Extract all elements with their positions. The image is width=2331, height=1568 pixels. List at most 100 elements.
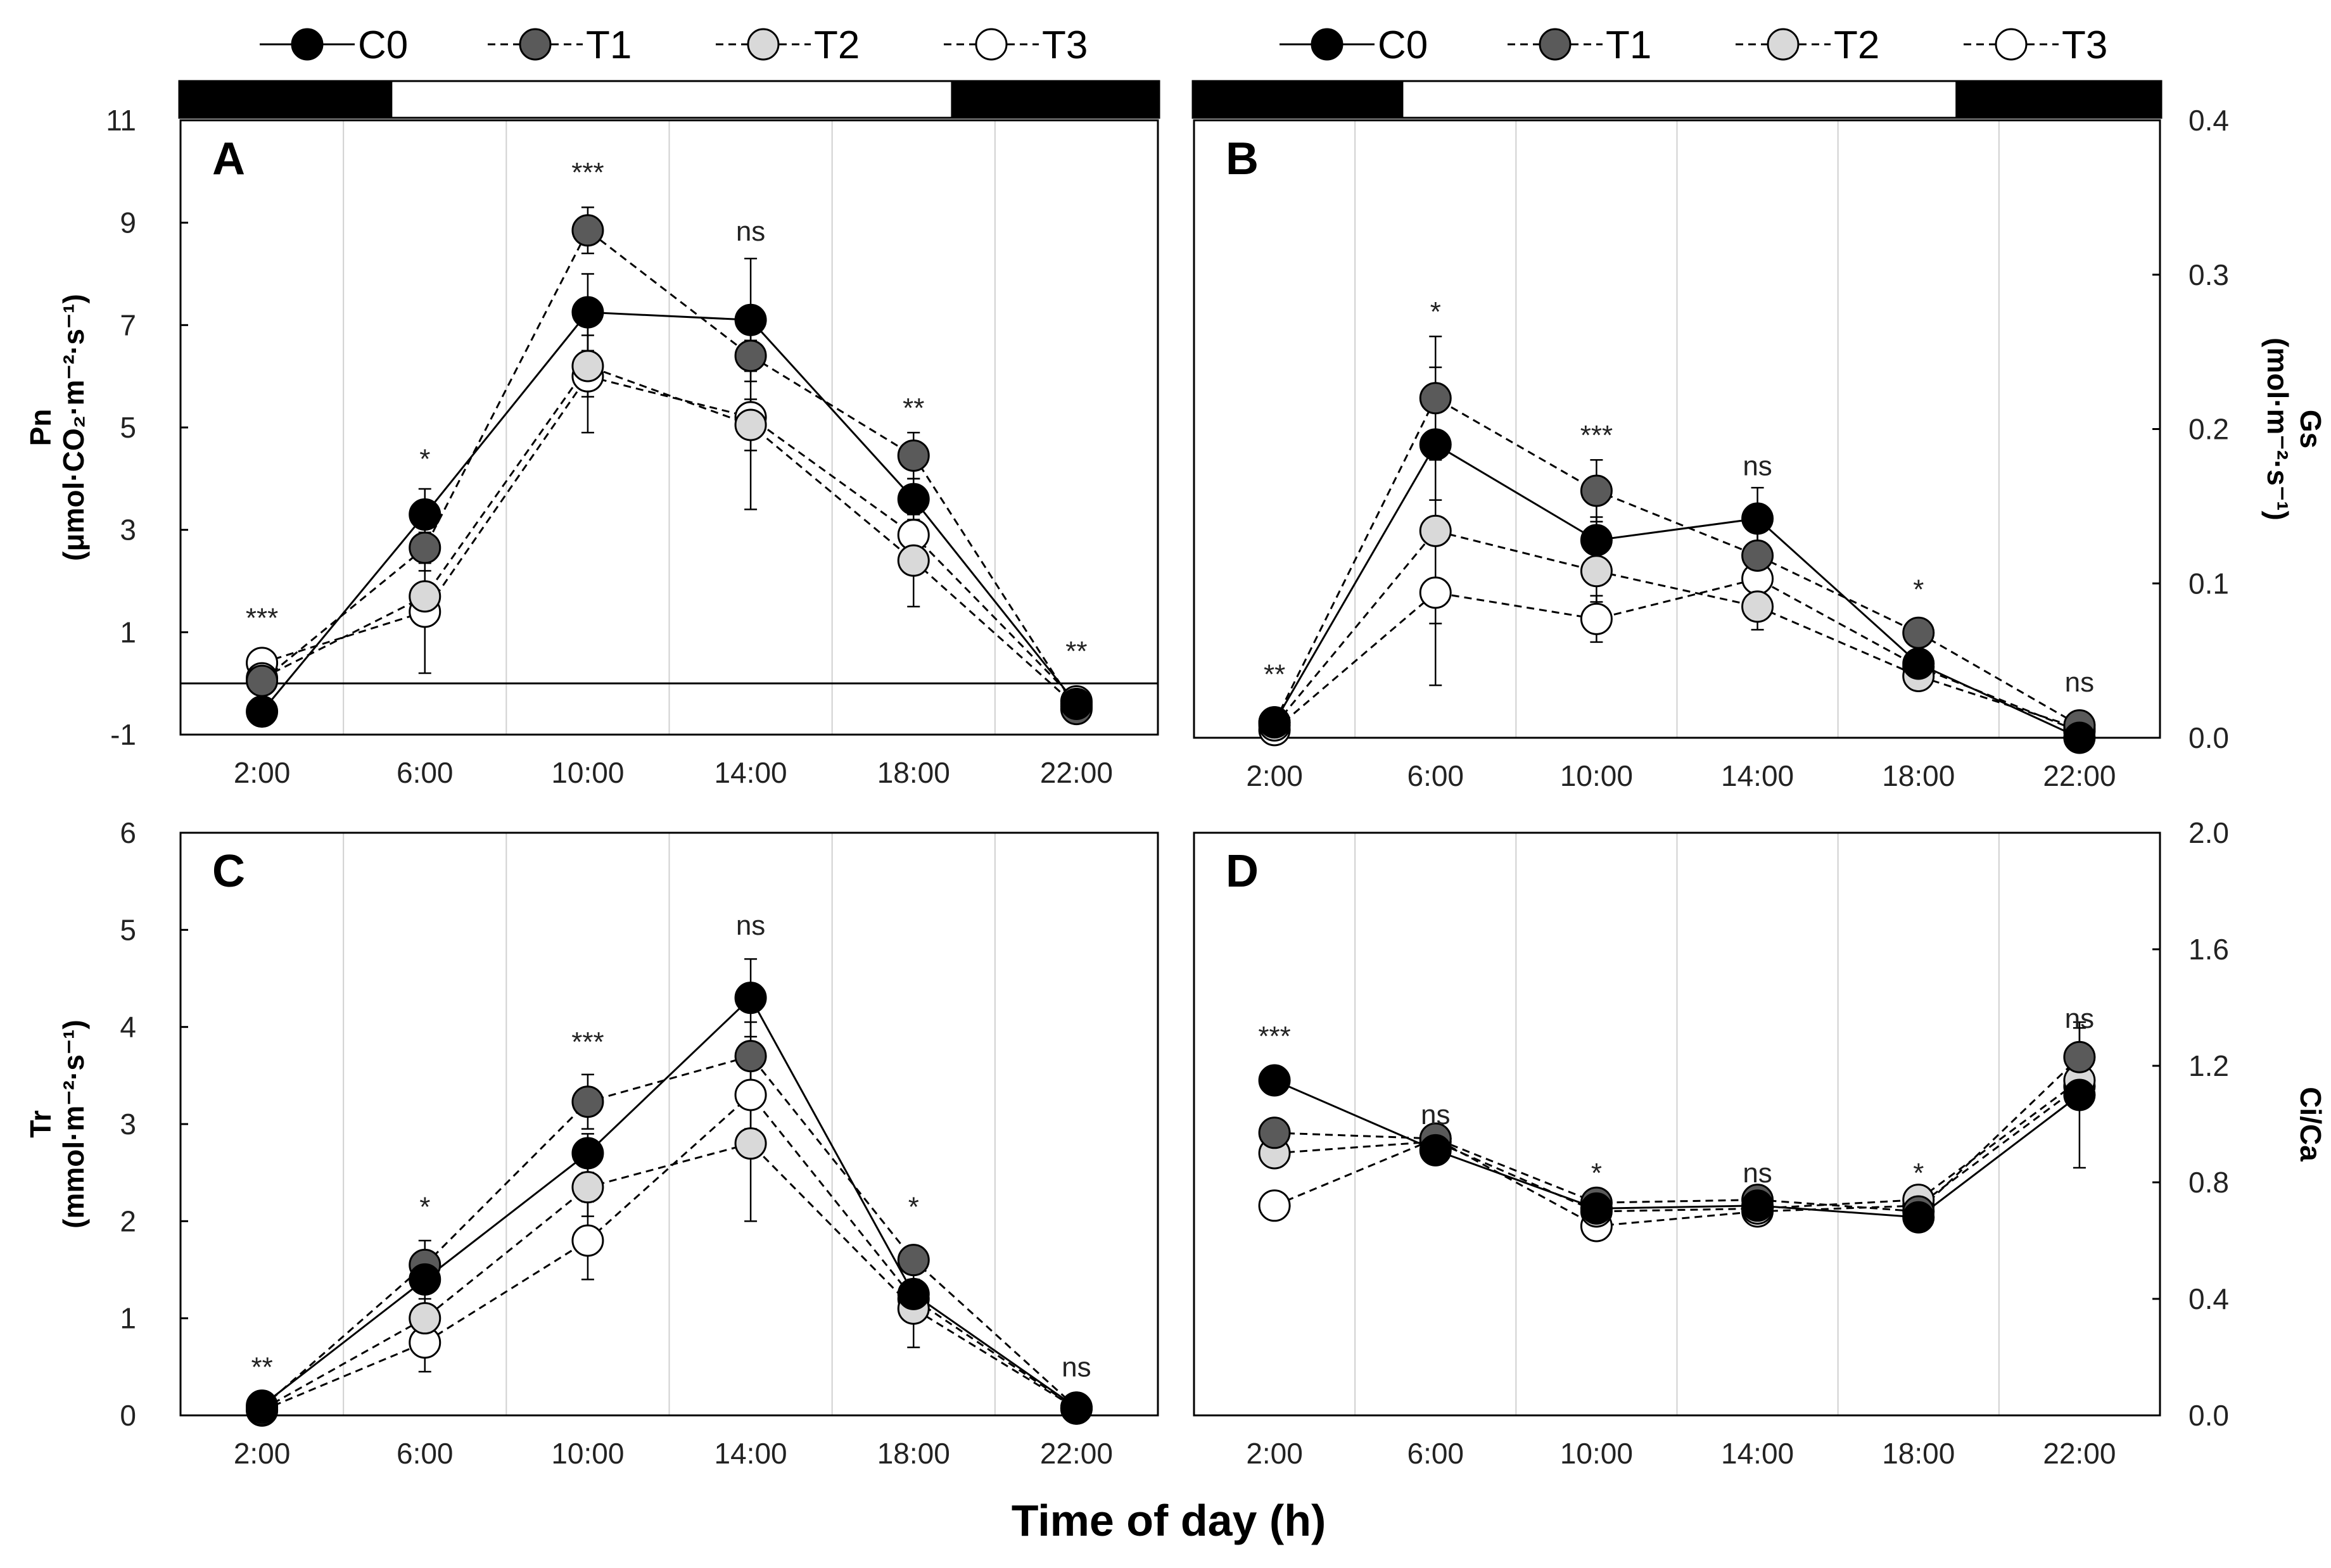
y-axis-label: Pn (24, 409, 57, 446)
panel-d: 0.0 0.4 0.8 1.2 1.6 2.0 2:00 6:00 10:00 14:00 18:0… (1193, 816, 2327, 1470)
significance-label: * (908, 1192, 919, 1223)
y-tick-label: 5 (120, 913, 136, 946)
y-tick-label: 0 (120, 1399, 136, 1432)
x-tick-label: 14:00 (1721, 759, 1794, 792)
y-tick-label: 0.0 (2188, 1399, 2229, 1432)
y-axis-unit: (mmol·m⁻²·s⁻¹) (57, 1020, 90, 1229)
y-axis-label: Tr (24, 1110, 57, 1138)
legend-left: C0 T1 T2 T3 (260, 23, 1088, 67)
data-point-t2 (1580, 555, 1613, 588)
significance-label: ns (2065, 667, 2094, 698)
x-tick-label: 6:00 (1407, 1437, 1464, 1470)
data-point-c0 (1580, 524, 1613, 557)
data-point-t2 (571, 350, 604, 383)
legend-right: C0 T1 T2 T3 (1280, 23, 2107, 67)
dark-period-after (951, 81, 1159, 118)
significance-label: ** (1065, 636, 1087, 667)
significance-label: ** (251, 1352, 272, 1383)
data-point-t1 (1580, 474, 1613, 507)
data-point-t2 (1419, 514, 1452, 547)
data-point-t1 (571, 214, 604, 247)
legend-marker-t3 (975, 28, 1008, 61)
data-point-c0 (1060, 688, 1093, 720)
x-tick-label: 6:00 (397, 756, 454, 789)
dark-period-before (1193, 81, 1404, 118)
panel-c: 0 1 2 3 4 5 6 2:00 6:00 10:00 14:00 18:00 22:00 C Tr (m… (24, 816, 1159, 1470)
data-point-t1 (409, 531, 441, 564)
x-tick-label: 22:00 (1040, 756, 1113, 789)
data-point-t2 (1741, 590, 1774, 623)
data-point-c0 (1258, 706, 1291, 739)
legend-marker-t2 (1767, 28, 1800, 61)
y-tick-label: -1 (110, 718, 136, 751)
significance-label: ns (1062, 1352, 1091, 1383)
series-line-t2 (261, 365, 1077, 707)
plot-frame (1193, 831, 2161, 1417)
data-point-t2 (409, 1302, 441, 1335)
y-tick-label: 2 (120, 1204, 136, 1237)
legend-label-t1: T1 (586, 23, 632, 67)
panel-letter: C (212, 846, 245, 897)
x-tick-label: 2:00 (1246, 1437, 1303, 1470)
series-line-t3 (1274, 1085, 2080, 1227)
legend-label-t1: T1 (1606, 23, 1651, 67)
y-tick-label: 0.3 (2188, 258, 2229, 291)
series-line-t1 (1273, 396, 2080, 726)
data-point-c0 (2063, 721, 2096, 754)
series-line-c0 (261, 996, 1077, 1408)
data-point-t2 (734, 408, 767, 441)
y-tick-label: 3 (120, 1108, 136, 1141)
data-point-t1 (1902, 616, 1935, 649)
x-tick-label: 18:00 (1882, 759, 1955, 792)
panel-letter: B (1226, 134, 1259, 184)
data-point-c0 (246, 1389, 279, 1422)
data-point-c0 (1580, 1192, 1613, 1225)
x-tick-label: 22:00 (2043, 1437, 2116, 1470)
series-line-t1 (261, 1054, 1077, 1408)
data-point-c0 (1902, 647, 1935, 680)
data-point-c0 (571, 296, 604, 329)
y-tick-label: 0.1 (2188, 567, 2229, 600)
x-tick-label: 10:00 (551, 756, 624, 789)
legend-label-c0: C0 (358, 23, 408, 67)
dark-period-before (179, 81, 393, 118)
data-point-t1 (734, 339, 767, 372)
series-line-t3 (262, 375, 1077, 702)
y-axis-unit: (μmol·CO₂·m⁻²·s⁻¹) (57, 294, 90, 561)
y-tick-label: 9 (120, 206, 136, 239)
data-point-c0 (1741, 1189, 1774, 1222)
data-point-t3 (1419, 576, 1452, 609)
significance-label: *** (246, 602, 278, 633)
x-tick-label: 10:00 (1560, 759, 1633, 792)
y-tick-label: 0.8 (2188, 1166, 2229, 1199)
x-tick-label: 14:00 (715, 756, 787, 789)
significance-label: ns (1421, 1099, 1450, 1130)
series-line-c0 (1274, 1079, 2080, 1218)
significance-label: *** (1580, 420, 1613, 451)
y-tick-label: 11 (106, 104, 136, 137)
y-tick-label: 1 (120, 1302, 136, 1335)
dark-period-after (1955, 81, 2161, 118)
y-axis-label: Ci/Ca (2294, 1087, 2327, 1161)
data-point-c0 (1741, 502, 1774, 535)
significance-label: * (419, 1192, 430, 1223)
significance-label: * (1913, 574, 1924, 605)
data-point-t3 (1258, 1189, 1291, 1222)
data-point-t3 (734, 1078, 767, 1111)
data-point-t3 (571, 1224, 604, 1257)
significance-label: *** (571, 157, 604, 188)
data-point-c0 (409, 498, 441, 531)
data-point-t1 (571, 1085, 604, 1118)
significance-label: * (1591, 1158, 1602, 1189)
series-line-c0 (261, 311, 1077, 712)
legend-label-t3: T3 (2062, 23, 2107, 67)
data-point-c0 (734, 303, 767, 336)
significance-label: *** (571, 1027, 604, 1058)
significance-label: ns (1743, 1158, 1772, 1189)
data-point-t1 (734, 1040, 767, 1073)
legend-label-c0: C0 (1378, 23, 1428, 67)
legend-label-t2: T2 (1834, 23, 1879, 67)
significance-label: *** (1258, 1021, 1290, 1052)
significance-label: ns (2065, 1003, 2094, 1034)
data-point-c0 (246, 695, 279, 728)
